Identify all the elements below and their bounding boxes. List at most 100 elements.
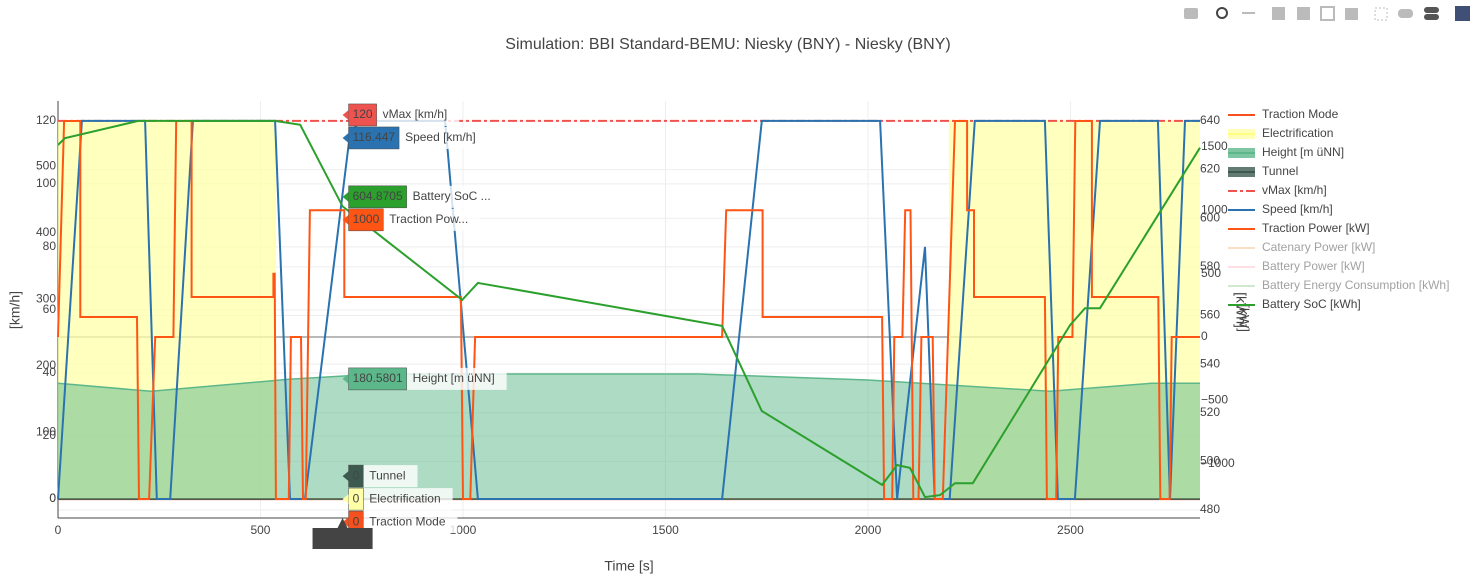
- hover-arrow: [342, 191, 349, 202]
- x-tick-label: 2000: [855, 523, 882, 537]
- hover-name: vMax [km/h]: [383, 107, 448, 121]
- hover-name-bg: [348, 488, 453, 511]
- hover-arrow: [342, 517, 349, 528]
- reset-icon[interactable]: [1345, 8, 1358, 20]
- series-line: [57, 119, 1200, 500]
- chart-title: Simulation: BBI Standard-BEMU: Niesky (B…: [505, 36, 950, 53]
- hover-name: Speed [km/h]: [405, 130, 476, 144]
- hover-value: 1000: [353, 212, 380, 226]
- autoscale-icon[interactable]: [1320, 6, 1335, 21]
- hover-value: 0: [353, 491, 360, 505]
- zoom-out-icon[interactable]: [1297, 7, 1310, 20]
- hover-label: 180.5801 Height [m üNN]: [342, 367, 507, 391]
- hover-compare-icon[interactable]: [1424, 7, 1439, 13]
- legend-label: Catenary Power [kW]: [1262, 240, 1375, 254]
- x-axis-title: Time [s]: [604, 558, 653, 574]
- hover-value: 180.5801: [353, 371, 403, 385]
- legend-item[interactable]: Height [m üNN]: [1228, 145, 1344, 159]
- hover-value: 116.447: [353, 130, 396, 144]
- pan-icon[interactable]: [1242, 12, 1255, 14]
- hover-x-box: [312, 528, 373, 549]
- hover-x-arrow: [337, 518, 348, 528]
- hover-value: 0: [353, 514, 360, 528]
- hover-name: Battery SoC ...: [413, 189, 491, 203]
- legend-label: Electrification: [1262, 126, 1333, 140]
- hover-value: 0: [353, 468, 360, 482]
- y4-tick-label: 1500: [1201, 139, 1228, 153]
- y2-tick-label: 540: [1200, 356, 1220, 370]
- spike-icon[interactable]: [1374, 7, 1388, 21]
- x-tick-label: 500: [250, 523, 270, 537]
- legend-item[interactable]: Traction Mode: [1228, 107, 1339, 121]
- hover-label: 1000 Traction Pow...: [342, 208, 481, 232]
- y-tick-label: 60: [43, 302, 57, 316]
- hover-label: 120 vMax [km/h]: [342, 103, 460, 127]
- legend-label: Tunnel: [1262, 164, 1298, 178]
- hover-arrow: [342, 214, 349, 225]
- hover-x-label: 702.6969: [312, 518, 373, 549]
- hover-arrow: [342, 132, 349, 143]
- y3-tick-label: 300: [36, 292, 56, 306]
- legend-label: vMax [km/h]: [1262, 183, 1327, 197]
- x-tick-label: 2500: [1057, 523, 1084, 537]
- legend-item[interactable]: Tunnel: [1228, 164, 1298, 178]
- hover-label: 0 Tunnel: [342, 464, 418, 488]
- plotly-logo[interactable]: [1455, 6, 1470, 21]
- y-tick-label: 40: [43, 365, 57, 379]
- legend-item[interactable]: Battery Energy Consumption [kWh]: [1228, 278, 1449, 292]
- y2-tick-label: 620: [1200, 162, 1220, 176]
- legend-label: Traction Power [kW]: [1262, 221, 1370, 235]
- hover-label: 0 Traction Mode: [342, 510, 458, 534]
- y-tick-label: 20: [43, 428, 57, 442]
- y3-tick-label: 400: [36, 225, 56, 239]
- x-tick-label: 0: [55, 523, 62, 537]
- hover-closest-icon[interactable]: [1398, 9, 1413, 18]
- legend-label: Traction Mode: [1262, 107, 1339, 121]
- y4-tick-label: −500: [1201, 392, 1228, 406]
- y-tick-label: 100: [36, 176, 56, 190]
- legend-label: Battery SoC [kWh]: [1262, 297, 1361, 311]
- y-tick-label: 80: [43, 239, 57, 253]
- legend-item[interactable]: Battery Power [kW]: [1228, 259, 1365, 273]
- y4-tick-label: 1000: [1201, 202, 1228, 216]
- hover-name: Traction Pow...: [389, 212, 468, 226]
- y-tick-label: 0: [49, 491, 56, 505]
- hover-value: 120: [353, 107, 373, 121]
- y2-tick-label: 520: [1200, 405, 1220, 419]
- series-line: [57, 119, 1201, 499]
- legend-item[interactable]: vMax [km/h]: [1228, 183, 1327, 197]
- hover-label: 0 Electrification: [342, 487, 453, 511]
- hover-compare-icon[interactable]: [1424, 14, 1439, 20]
- y4-tick-label: 0: [1201, 329, 1208, 343]
- x-tick-label: 1500: [652, 523, 679, 537]
- y2-tick-label: 500: [1200, 454, 1220, 468]
- y3-tick-label: 0: [49, 491, 56, 505]
- hover-name-bg: [348, 465, 418, 488]
- y3-tick-label: 100: [36, 425, 56, 439]
- series-area: [58, 374, 1200, 499]
- hover-name: Electrification: [369, 491, 440, 505]
- camera-icon[interactable]: [1184, 8, 1198, 19]
- legend-item[interactable]: Catenary Power [kW]: [1228, 240, 1375, 254]
- y2-axis-title: [kWh]: [1233, 292, 1249, 328]
- y-tick-label: 120: [36, 113, 56, 127]
- y2-tick-label: 600: [1200, 210, 1220, 224]
- y2-tick-label: 580: [1200, 259, 1220, 273]
- y3-tick-label: 200: [36, 358, 56, 372]
- y4-tick-label: −1000: [1201, 456, 1235, 470]
- legend-item[interactable]: Speed [km/h]: [1228, 202, 1333, 216]
- legend-label: Speed [km/h]: [1262, 202, 1333, 216]
- hover-arrow: [342, 373, 349, 384]
- legend-item[interactable]: Battery SoC [kWh]: [1228, 297, 1361, 311]
- series-line: [57, 373, 1200, 393]
- hover-name-bg: [348, 511, 458, 534]
- hover-label: 604.8705 Battery SoC ...: [342, 185, 503, 209]
- zoom-in-icon[interactable]: [1272, 7, 1285, 20]
- series-line: [57, 120, 1200, 500]
- zoom-icon[interactable]: [1216, 7, 1228, 19]
- legend-item[interactable]: Traction Power [kW]: [1228, 221, 1370, 235]
- hover-name: Height [m üNN]: [413, 371, 495, 385]
- modebar[interactable]: [1184, 6, 1470, 21]
- legend-item[interactable]: Electrification: [1228, 126, 1333, 140]
